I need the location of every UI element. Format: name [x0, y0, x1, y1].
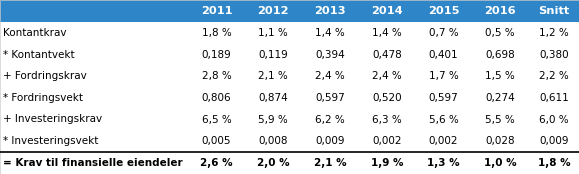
Text: 0,597: 0,597 [315, 93, 345, 103]
Text: 0,520: 0,520 [372, 93, 402, 103]
Text: 2,8 %: 2,8 % [201, 71, 232, 81]
Text: 2,6 %: 2,6 % [200, 158, 233, 168]
Text: 0,874: 0,874 [258, 93, 288, 103]
Text: 0,009: 0,009 [539, 136, 569, 146]
Text: 0,002: 0,002 [372, 136, 401, 146]
Text: 2,4 %: 2,4 % [372, 71, 402, 81]
Text: Snitt: Snitt [538, 6, 569, 16]
Text: 1,5 %: 1,5 % [485, 71, 515, 81]
Text: 0,806: 0,806 [201, 93, 232, 103]
Text: = Krav til finansielle eiendeler: = Krav til finansielle eiendeler [3, 158, 182, 168]
Text: 2014: 2014 [371, 6, 402, 16]
Text: 2015: 2015 [428, 6, 459, 16]
Text: 1,4 %: 1,4 % [315, 28, 345, 38]
Text: 0,002: 0,002 [429, 136, 458, 146]
Text: 2,0 %: 2,0 % [257, 158, 290, 168]
Text: + Fordringskrav: + Fordringskrav [3, 71, 87, 81]
Text: 0,597: 0,597 [428, 93, 459, 103]
Text: 0,005: 0,005 [202, 136, 231, 146]
Text: 6,2 %: 6,2 % [315, 114, 345, 125]
Text: 0,611: 0,611 [539, 93, 569, 103]
Text: 2,2 %: 2,2 % [539, 71, 569, 81]
Text: 0,274: 0,274 [485, 93, 515, 103]
Text: 1,8 %: 1,8 % [537, 158, 570, 168]
Text: 1,2 %: 1,2 % [539, 28, 569, 38]
Text: 0,119: 0,119 [258, 49, 288, 60]
Text: 0,394: 0,394 [315, 49, 345, 60]
Text: 1,0 %: 1,0 % [484, 158, 516, 168]
Text: + Investeringskrav: + Investeringskrav [3, 114, 102, 125]
Text: 1,4 %: 1,4 % [372, 28, 402, 38]
Text: 2013: 2013 [314, 6, 346, 16]
Text: 5,5 %: 5,5 % [485, 114, 515, 125]
Text: Kontantkrav: Kontantkrav [3, 28, 67, 38]
Text: 0,401: 0,401 [428, 49, 459, 60]
Text: * Fordringsvekt: * Fordringsvekt [3, 93, 83, 103]
Text: 1,7 %: 1,7 % [428, 71, 459, 81]
Text: 1,9 %: 1,9 % [371, 158, 403, 168]
Text: 2011: 2011 [201, 6, 232, 16]
Text: 2,1 %: 2,1 % [258, 71, 288, 81]
Text: 2,1 %: 2,1 % [314, 158, 346, 168]
Text: 0,380: 0,380 [539, 49, 569, 60]
Text: 2016: 2016 [485, 6, 516, 16]
Text: 2,4 %: 2,4 % [315, 71, 345, 81]
Text: 6,3 %: 6,3 % [372, 114, 402, 125]
Text: 0,5 %: 0,5 % [485, 28, 515, 38]
Text: 6,0 %: 6,0 % [539, 114, 569, 125]
Text: 1,1 %: 1,1 % [258, 28, 288, 38]
Text: 0,009: 0,009 [316, 136, 345, 146]
Text: 5,9 %: 5,9 % [258, 114, 288, 125]
Text: 0,698: 0,698 [485, 49, 515, 60]
Text: * Investeringsvekt: * Investeringsvekt [3, 136, 98, 146]
Text: 0,028: 0,028 [485, 136, 515, 146]
Text: 1,3 %: 1,3 % [427, 158, 460, 168]
Text: 2012: 2012 [258, 6, 289, 16]
Text: 0,478: 0,478 [372, 49, 402, 60]
Text: 0,189: 0,189 [201, 49, 232, 60]
Text: 0,7 %: 0,7 % [428, 28, 459, 38]
Text: 0,008: 0,008 [259, 136, 288, 146]
Text: * Kontantvekt: * Kontantvekt [3, 49, 75, 60]
Text: 1,8 %: 1,8 % [201, 28, 232, 38]
Text: 5,6 %: 5,6 % [428, 114, 459, 125]
Text: 6,5 %: 6,5 % [201, 114, 232, 125]
Bar [0, 0, 579, 22]
